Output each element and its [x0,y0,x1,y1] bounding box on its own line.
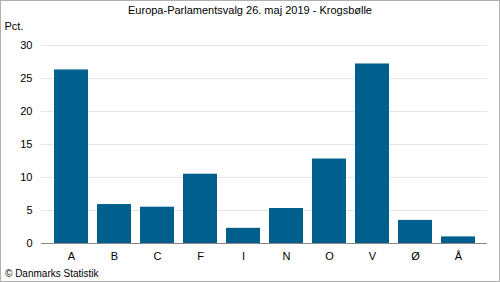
svg-text:V: V [369,250,377,262]
svg-text:I: I [242,250,245,262]
svg-text:25: 25 [20,72,32,84]
svg-text:Ø: Ø [411,250,420,262]
svg-text:0: 0 [26,237,32,249]
svg-text:30: 30 [20,39,32,51]
svg-text:C: C [154,250,162,262]
svg-text:A: A [68,250,76,262]
svg-text:15: 15 [20,138,32,150]
svg-text:B: B [111,250,118,262]
html-text:Europa-Parlamentsvalg 26. maj: Europa-Parlamentsvalg 26. maj 2019 - Kro… [128,4,372,16]
svg-text:Pct.: Pct. [5,20,24,32]
svg-text:N: N [283,250,291,262]
html-text:© Danmarks Statistik: © Danmarks Statistik [5,268,99,279]
svg-text:20: 20 [20,105,32,117]
svg-text:10: 10 [20,171,32,183]
svg-text:O: O [325,250,334,262]
svg-text:Å: Å [455,250,463,262]
svg-text:5: 5 [26,204,32,216]
svg-text:F: F [197,250,204,262]
